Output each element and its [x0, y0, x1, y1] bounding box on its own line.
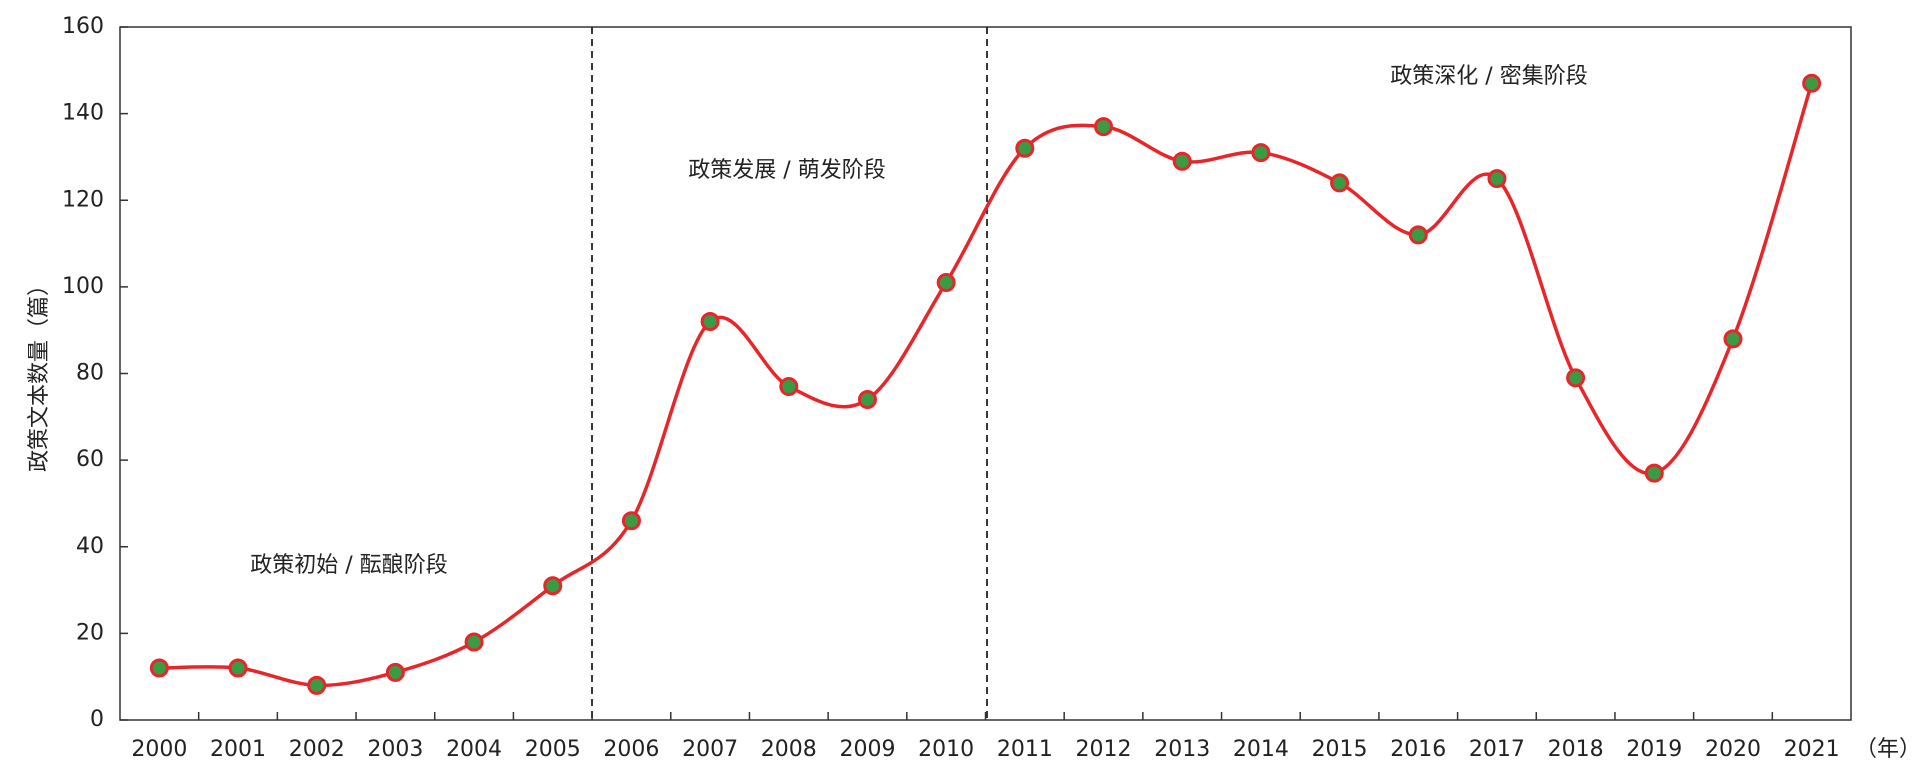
- x-tick-label: 2018: [1548, 737, 1604, 762]
- y-tick-label: 100: [62, 274, 104, 299]
- x-tick-label: 2005: [525, 737, 581, 762]
- x-tick-label: 2000: [131, 737, 187, 762]
- point: [1408, 225, 1428, 245]
- annotation: 政策发展 / 萌发阶段: [688, 158, 885, 183]
- point: [700, 312, 720, 332]
- y-tick-label: 80: [76, 361, 104, 386]
- x-tick-label: 2011: [997, 737, 1053, 762]
- y-tick-label: 160: [62, 14, 104, 39]
- x-tick-label: 2008: [761, 737, 817, 762]
- point: [621, 511, 641, 531]
- y-tick-label: 140: [62, 101, 104, 126]
- point: [149, 658, 169, 678]
- x-tick-label: 2012: [1076, 737, 1132, 762]
- annotation: 政策初始 / 酝酿阶段: [250, 553, 447, 578]
- point: [307, 675, 327, 695]
- y-tick-label: 0: [90, 707, 104, 732]
- x-tick-label: 2020: [1705, 737, 1761, 762]
- point: [857, 389, 877, 409]
- x-tick-label: 2016: [1390, 737, 1446, 762]
- x-tick-label: 2002: [289, 737, 345, 762]
- point: [543, 576, 563, 596]
- point: [936, 273, 956, 293]
- point: [1802, 73, 1822, 93]
- line: [159, 82, 1814, 688]
- y-tick-label: 120: [62, 187, 104, 212]
- point: [1566, 368, 1586, 388]
- x-tick-label: 2013: [1154, 737, 1210, 762]
- x-tick-label: 2019: [1626, 737, 1682, 762]
- x-tick-label: 2009: [839, 737, 895, 762]
- x-tick-label: 2017: [1469, 737, 1525, 762]
- point: [228, 658, 248, 678]
- point: [1251, 143, 1271, 163]
- x-axis-unit: （年）: [1855, 737, 1920, 762]
- y-axis-label: 政策文本数量（篇）: [27, 274, 52, 472]
- x-tick-label: 2006: [603, 737, 659, 762]
- x-tick-label: 2014: [1233, 737, 1289, 762]
- point: [1094, 117, 1114, 137]
- x-tick-label: 2001: [210, 737, 266, 762]
- x-tick-label: 2010: [918, 737, 974, 762]
- point: [1172, 151, 1192, 171]
- point: [779, 376, 799, 396]
- annotation: 政策深化 / 密集阶段: [1390, 64, 1587, 89]
- x-tick-label: 2004: [446, 737, 502, 762]
- point: [1723, 329, 1743, 349]
- point: [464, 632, 484, 652]
- x-tick-label: 2003: [367, 737, 423, 762]
- point: [1644, 463, 1664, 483]
- point: [385, 662, 405, 682]
- x-tick-label: 2021: [1784, 737, 1840, 762]
- x-tick-label: 2007: [682, 737, 738, 762]
- y-tick-label: 40: [76, 534, 104, 559]
- point: [1487, 169, 1507, 189]
- y-tick-label: 20: [76, 620, 104, 645]
- point: [1015, 138, 1035, 158]
- point: [1330, 173, 1350, 193]
- y-tick-label: 60: [76, 447, 104, 472]
- x-tick-label: 2015: [1312, 737, 1368, 762]
- plot-frame: [119, 26, 1852, 721]
